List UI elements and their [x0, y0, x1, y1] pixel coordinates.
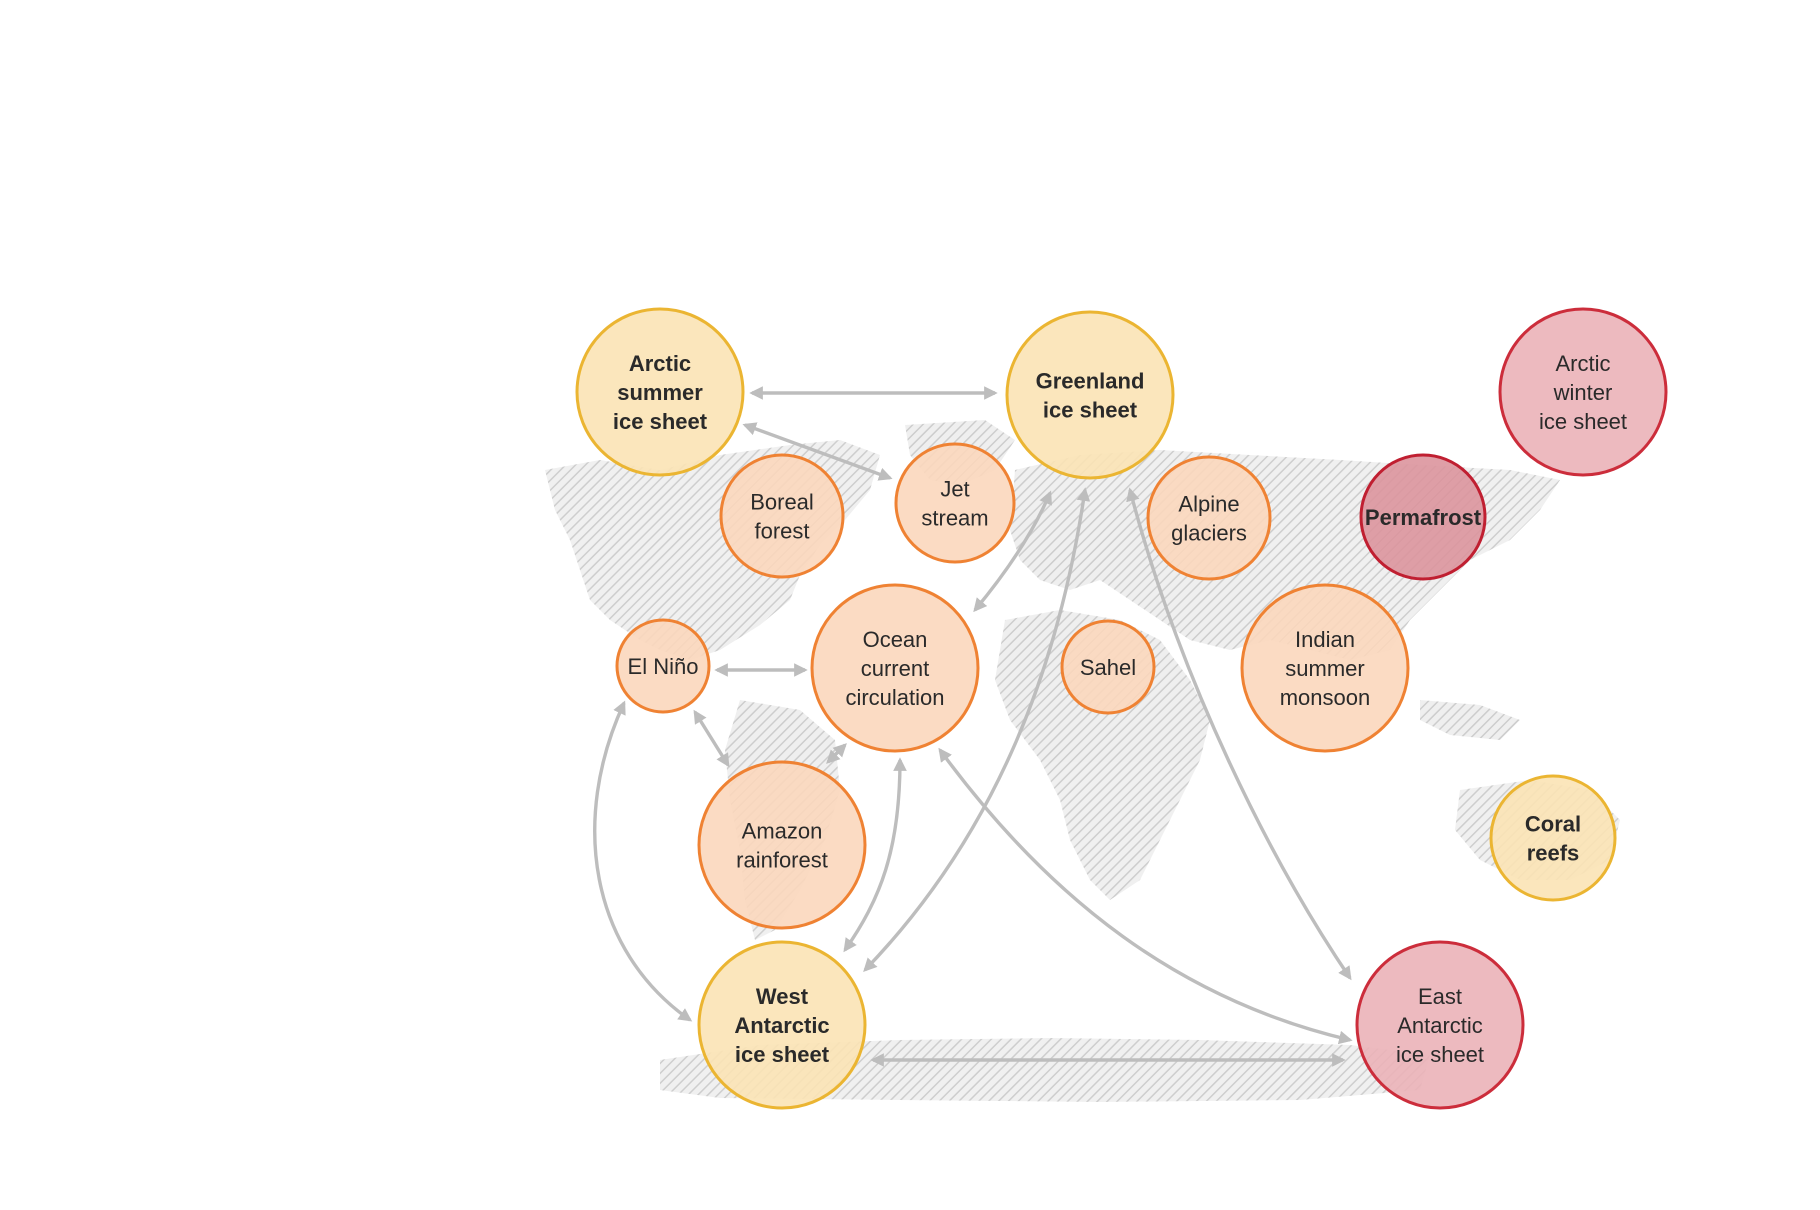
node-circle-jet: [894, 442, 1016, 564]
node-circle-arctic-winter: [1498, 307, 1668, 477]
node-label-indian-line-3: monsoon: [1280, 685, 1371, 710]
node-label-arctic-winter-line-2: winter: [1553, 380, 1613, 405]
node-label-coral-line-2: reefs: [1527, 841, 1580, 866]
arrow-elnino-to-west_antarctic: [593, 700, 693, 1022]
node-circle-coral: [1489, 774, 1617, 902]
node-label-east-antarctic-line-1: East: [1418, 984, 1462, 1009]
node-permafrost: Permafrost: [1359, 453, 1487, 581]
node-elnino: El Niño: [615, 618, 711, 714]
node-label-jet-line-2: stream: [921, 506, 988, 531]
node-alpine: Alpine glaciers: [1146, 455, 1272, 581]
arrow-elnino-to-amazon: [693, 709, 730, 768]
node-circle-alpine: [1146, 455, 1272, 581]
node-label-amazon-line-1: Amazon: [742, 819, 823, 844]
node-label-sahel-line-1: Sahel: [1080, 655, 1136, 680]
node-label-alpine-line-2: glaciers: [1171, 521, 1247, 546]
node-label-greenland-line-2: ice sheet: [1043, 398, 1138, 423]
node-circle-amazon: [697, 760, 867, 930]
node-label-coral-line-1: Coral: [1525, 812, 1581, 837]
arrow-ocean-to-east_antarctic: [938, 747, 1353, 1045]
node-label-alpine-line-1: Alpine: [1178, 492, 1239, 517]
node-circle-ocean: [810, 583, 980, 753]
node-circle-boreal: [719, 453, 845, 579]
node-greenland: Greenland ice sheet: [1005, 310, 1175, 480]
node-circle-elnino: [615, 618, 711, 714]
node-jet: Jet stream: [894, 442, 1016, 564]
node-indian: Indian summer monsoon: [1240, 583, 1410, 753]
node-circle-permafrost: [1359, 453, 1487, 581]
node-label-east-antarctic-line-3: ice sheet: [1396, 1042, 1484, 1067]
node-label-arctic-summer-line-2: summer: [617, 380, 703, 405]
node-label-jet-line-1: Jet: [940, 477, 969, 502]
node-label-west-antarctic-line-2: Antarctic: [734, 1013, 829, 1038]
node-arctic-winter: Arctic winter ice sheet: [1498, 307, 1668, 477]
node-label-west-antarctic-line-1: West: [756, 984, 809, 1009]
node-label-boreal-line-2: forest: [754, 519, 809, 544]
node-label-elnino-line-1: El Niño: [628, 654, 699, 679]
arrow-ocean-to-west_antarctic: [843, 757, 907, 953]
node-label-ocean-line-3: circulation: [845, 685, 944, 710]
node-label-arctic-summer-line-3: ice sheet: [613, 409, 708, 434]
node-coral: Coral reefs: [1489, 774, 1617, 902]
arrow-greenland-to-west_antarctic: [863, 487, 1091, 972]
node-boreal: Boreal forest: [719, 453, 845, 579]
node-label-indian-line-1: Indian: [1295, 627, 1355, 652]
node-east-antarctic: East Antarctic ice sheet: [1355, 940, 1525, 1110]
node-circle-arctic-summer: [575, 307, 745, 477]
node-label-west-antarctic-line-3: ice sheet: [735, 1042, 830, 1067]
node-label-east-antarctic-line-2: Antarctic: [1397, 1013, 1483, 1038]
node-circle-greenland: [1005, 310, 1175, 480]
node-label-arctic-winter-line-1: Arctic: [1556, 351, 1611, 376]
node-circle-east-antarctic: [1355, 940, 1525, 1110]
node-label-indian-line-2: summer: [1285, 656, 1364, 681]
node-amazon: Amazon rainforest: [697, 760, 867, 930]
connection-arrows: [593, 386, 1353, 1067]
arrow-ocean-to-amazon: [826, 743, 847, 764]
node-label-boreal-line-1: Boreal: [750, 490, 814, 515]
node-label-arctic-winter-line-3: ice sheet: [1539, 409, 1627, 434]
node-circle-west-antarctic: [697, 940, 867, 1110]
node-label-amazon-line-2: rainforest: [736, 848, 828, 873]
node-label-permafrost-line-1: Permafrost: [1365, 505, 1482, 530]
node-label-ocean-line-1: Ocean: [863, 627, 928, 652]
node-label-ocean-line-2: current: [861, 656, 929, 681]
arrow-arctic_summer-to-jet: [742, 422, 893, 481]
node-ocean: Ocean current circulation: [810, 583, 980, 753]
node-arctic-summer: Arctic summer ice sheet: [575, 307, 745, 477]
map-indonesia: [1420, 700, 1520, 740]
node-sahel: Sahel: [1060, 619, 1156, 715]
node-west-antarctic: West Antarctic ice sheet: [697, 940, 867, 1110]
node-label-greenland-line-1: Greenland: [1036, 369, 1145, 394]
node-circle-sahel: [1060, 619, 1156, 715]
node-circle-indian: [1240, 583, 1410, 753]
node-label-arctic-summer-line-1: Arctic: [629, 351, 691, 376]
